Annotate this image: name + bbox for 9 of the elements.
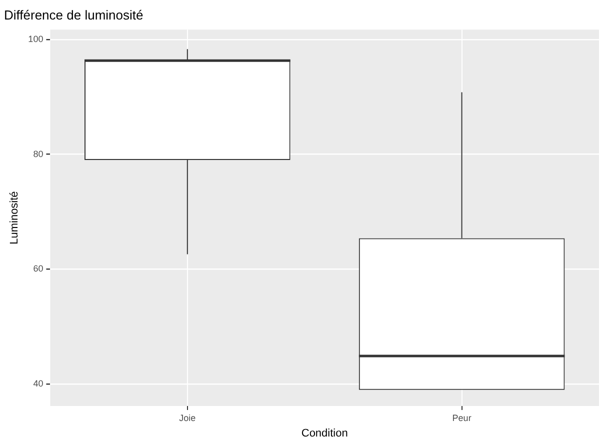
- y-tick-label: 100: [28, 34, 44, 44]
- y-tick-label: 60: [33, 264, 44, 274]
- x-axis-title: Condition: [301, 427, 348, 440]
- y-axis-title: Luminosité: [8, 191, 21, 244]
- x-tick-label: Peur: [452, 412, 472, 423]
- x-tick-label: Joie: [179, 412, 196, 423]
- y-tick-label: 40: [33, 378, 44, 389]
- chart-title: Différence de luminosité: [4, 7, 144, 22]
- y-tick-label: 80: [33, 148, 44, 159]
